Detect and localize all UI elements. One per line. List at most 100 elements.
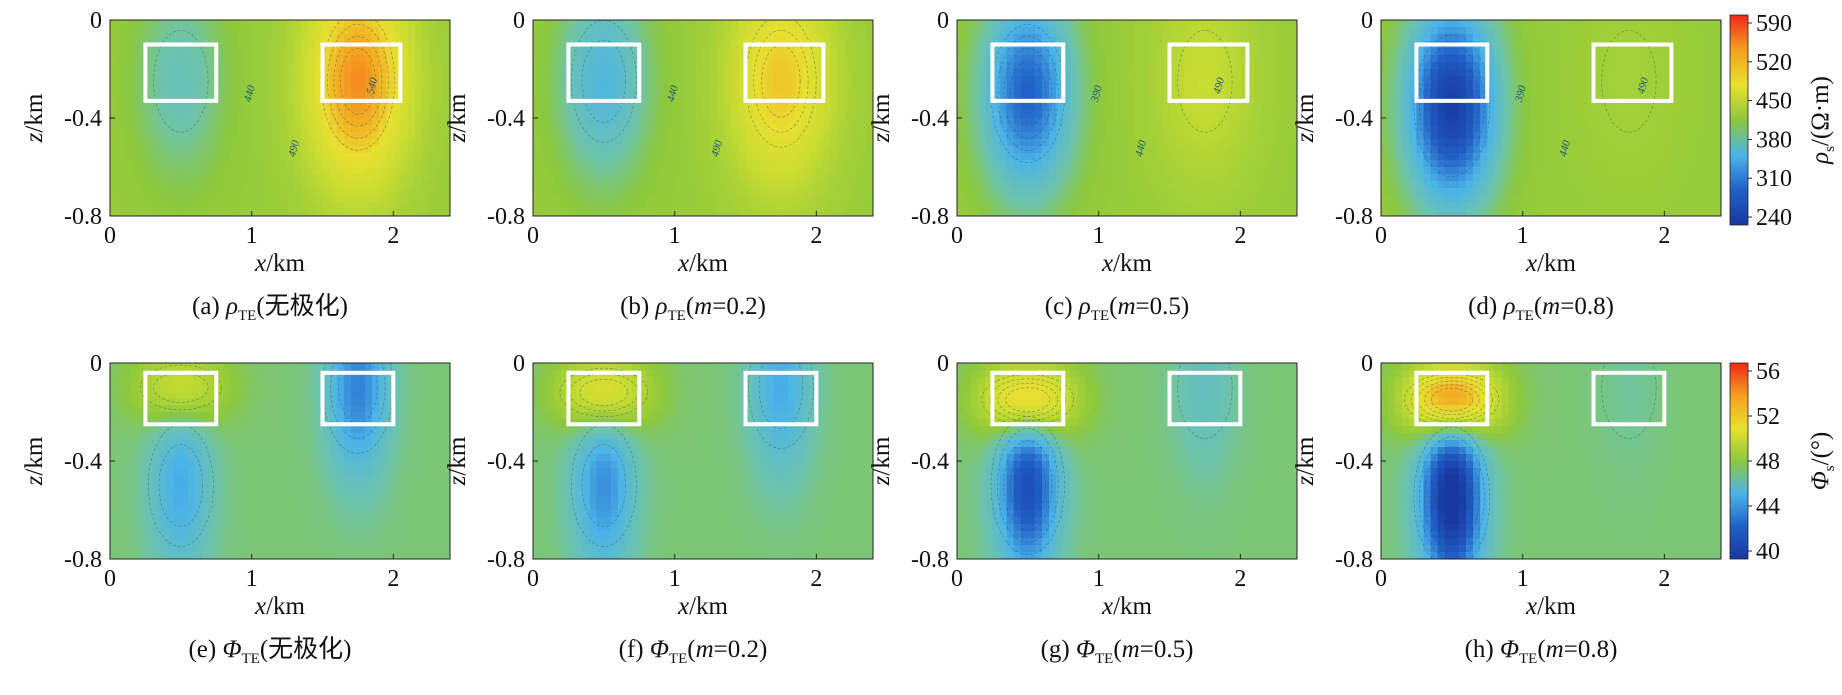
- x-tick-label: 1: [669, 566, 681, 592]
- y-axis-label: z/km: [21, 436, 48, 486]
- y-axis-label: z/km: [868, 93, 895, 143]
- y-tick-label: 0: [937, 351, 949, 377]
- y-tick-label: 0: [937, 8, 949, 34]
- field-map: [110, 20, 450, 216]
- panel-b: 440 490 0 1 2 0 -0.4 -0.8 x/km z/km (b) ρTE(m=0.2): [444, 8, 874, 324]
- colorbar-label: Φs/(°): [1807, 432, 1838, 490]
- colorbar-rho: 590 520 450 380 310 240 ρs/(Ω·m): [1729, 11, 1838, 231]
- y-axis-label: z/km: [1292, 93, 1319, 143]
- panel-h: 0 1 2 0 -0.4 -0.8 x/km z/km (h) ΦTE(m=0.8): [1292, 351, 1722, 667]
- contour-label: 490: [1211, 76, 1227, 96]
- y-tick-label: -0.8: [1335, 547, 1373, 573]
- x-tick-label: 1: [1093, 223, 1105, 249]
- x-tick-label: 2: [387, 566, 399, 592]
- panel-caption: (g) ΦTE(m=0.5): [1041, 636, 1194, 667]
- y-tick-label: -0.4: [1335, 106, 1373, 132]
- y-axis-label: z/km: [444, 436, 471, 486]
- x-tick-label: 2: [1234, 223, 1246, 249]
- y-tick-label: 0: [90, 8, 102, 34]
- colorbar-tick-label: 520: [1756, 50, 1792, 76]
- panel-caption: (e) ΦTE(无极化): [188, 635, 351, 667]
- y-tick-label: -0.8: [911, 204, 949, 230]
- panel-caption: (f) ΦTE(m=0.2): [619, 636, 768, 667]
- y-tick-label: -0.4: [911, 449, 949, 475]
- x-axis-label: x/km: [1525, 593, 1577, 620]
- y-tick-label: 0: [1361, 8, 1373, 34]
- field-map: [533, 363, 873, 559]
- panel-d: 390 440 490 0 1 2 0 -0.4 -0.8 x/km z/km (d) ρTE(m=0…: [1292, 8, 1722, 324]
- x-tick-label: 0: [1375, 223, 1387, 249]
- panel-caption: (b) ρTE(m=0.2): [620, 293, 766, 324]
- x-axis-label: x/km: [1101, 250, 1153, 277]
- y-axis-label: z/km: [1292, 436, 1319, 486]
- contour-label: 390: [1513, 84, 1529, 104]
- x-tick-label: 2: [1658, 566, 1670, 592]
- x-tick-label: 0: [527, 223, 539, 249]
- x-tick-label: 2: [387, 223, 399, 249]
- field-map: [1381, 363, 1721, 559]
- y-axis-label: z/km: [21, 93, 48, 143]
- target-box: [1591, 42, 1674, 103]
- x-tick-label: 2: [810, 223, 822, 249]
- y-tick-label: -0.8: [64, 547, 102, 573]
- x-axis-label: x/km: [1101, 593, 1153, 620]
- target-box: [143, 370, 219, 427]
- panel-caption: (h) ΦTE(m=0.8): [1465, 636, 1618, 667]
- contour-label: 440: [1557, 139, 1573, 159]
- target-box: [1414, 42, 1490, 103]
- colorbar-tick-label: 44: [1756, 494, 1780, 520]
- panel-c: 390 440 490 0 1 2 0 -0.4 -0.8 x/km z/km (c) ρTE(m=0…: [868, 8, 1298, 324]
- y-tick-label: -0.4: [911, 106, 949, 132]
- y-axis-label: z/km: [444, 93, 471, 143]
- colorbar-tick-label: 48: [1756, 449, 1780, 475]
- x-tick-label: 1: [246, 223, 258, 249]
- field-map: [110, 363, 450, 559]
- target-box: [743, 370, 819, 427]
- target-box: [566, 370, 642, 427]
- colorbar-tick-label: 52: [1756, 404, 1780, 430]
- panel-caption: (c) ρTE(m=0.5): [1045, 293, 1189, 324]
- y-tick-label: 0: [513, 8, 525, 34]
- contour-label: 490: [709, 139, 725, 159]
- target-box: [990, 370, 1066, 427]
- target-box: [320, 42, 403, 103]
- field-map: [1381, 20, 1721, 216]
- contour-label: 390: [1089, 84, 1105, 104]
- panel-f: 0 1 2 0 -0.4 -0.8 x/km z/km (f) ΦTE(m=0.2): [444, 351, 874, 667]
- y-tick-label: -0.8: [487, 547, 525, 573]
- x-axis-label: x/km: [677, 250, 729, 277]
- y-tick-label: -0.8: [64, 204, 102, 230]
- y-tick-label: 0: [513, 351, 525, 377]
- x-tick-label: 0: [951, 566, 963, 592]
- colorbar-label: ρs/(Ω·m): [1807, 76, 1838, 165]
- x-axis-label: x/km: [254, 593, 306, 620]
- x-axis-label: x/km: [254, 250, 306, 277]
- x-tick-label: 1: [1517, 566, 1529, 592]
- contour-label: 440: [1133, 139, 1149, 159]
- x-axis-label: x/km: [1525, 250, 1577, 277]
- x-axis-label: x/km: [677, 593, 729, 620]
- x-tick-label: 0: [951, 223, 963, 249]
- target-box: [990, 42, 1066, 103]
- x-tick-label: 0: [527, 566, 539, 592]
- y-tick-label: -0.8: [911, 547, 949, 573]
- panel-e: 0 1 2 0 -0.4 -0.8 x/km z/km (e) ΦTE(无极化): [21, 351, 451, 667]
- x-tick-label: 0: [1375, 566, 1387, 592]
- contour-label: 490: [1635, 76, 1651, 96]
- x-tick-label: 0: [104, 566, 116, 592]
- target-box: [143, 42, 219, 103]
- contour-label: 490: [286, 139, 302, 159]
- y-tick-label: -0.4: [64, 106, 102, 132]
- panel-caption: (a) ρTE(无极化): [192, 292, 348, 324]
- colorbar-tick-label: 380: [1756, 127, 1792, 153]
- panel-caption: (d) ρTE(m=0.8): [1468, 293, 1614, 324]
- target-box: [1167, 42, 1250, 103]
- field-map: [957, 363, 1297, 559]
- x-tick-label: 2: [1234, 566, 1246, 592]
- target-box: [320, 370, 396, 427]
- contour-label: 440: [665, 84, 681, 104]
- x-tick-label: 1: [1093, 566, 1105, 592]
- x-tick-label: 1: [669, 223, 681, 249]
- colorbar-tick-label: 450: [1756, 89, 1792, 115]
